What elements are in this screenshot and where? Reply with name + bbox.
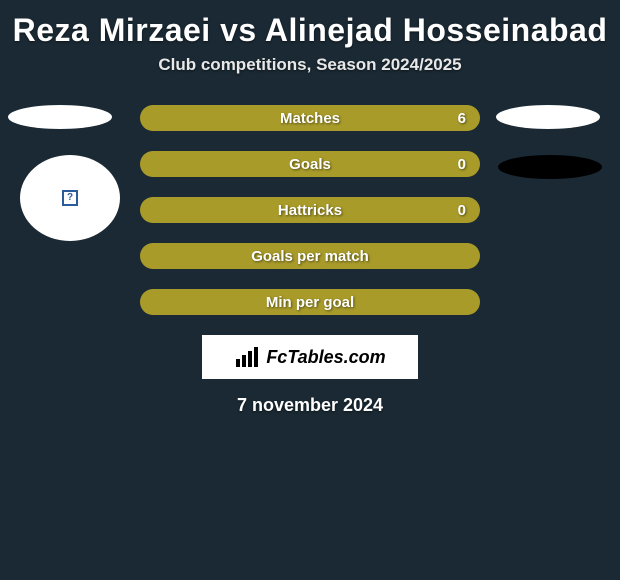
stat-pill: Matches 6 [140,105,480,131]
stats-card: Reza Mirzaei vs Alinejad Hosseinabad Clu… [0,0,620,416]
stat-label: Goals per match [140,248,480,265]
stat-label: Matches [140,110,480,127]
stat-row-matches: Matches 6 [0,105,620,131]
stat-label: Min per goal [140,294,480,311]
stat-row-goals: Goals 0 [0,151,620,177]
stat-row-hattricks: Hattricks 0 [0,197,620,223]
footer-date: 7 november 2024 [0,395,620,416]
stat-value: 6 [458,110,466,127]
page-title: Reza Mirzaei vs Alinejad Hosseinabad [0,0,620,55]
stat-row-min-per-goal: Min per goal [0,289,620,315]
stats-area: ? Matches 6 Goals 0 Hattricks 0 Goals pe… [0,105,620,315]
stat-pill: Goals per match [140,243,480,269]
stat-row-goals-per-match: Goals per match [0,243,620,269]
stat-label: Goals [140,156,480,173]
stat-pill: Goals 0 [140,151,480,177]
brand-logo-text: FcTables.com [266,347,385,368]
stat-value: 0 [458,202,466,219]
page-subtitle: Club competitions, Season 2024/2025 [0,55,620,75]
bar-chart-icon [234,347,260,367]
brand-logo[interactable]: FcTables.com [202,335,418,379]
stat-pill: Hattricks 0 [140,197,480,223]
stat-value: 0 [458,156,466,173]
stat-pill: Min per goal [140,289,480,315]
stat-label: Hattricks [140,202,480,219]
